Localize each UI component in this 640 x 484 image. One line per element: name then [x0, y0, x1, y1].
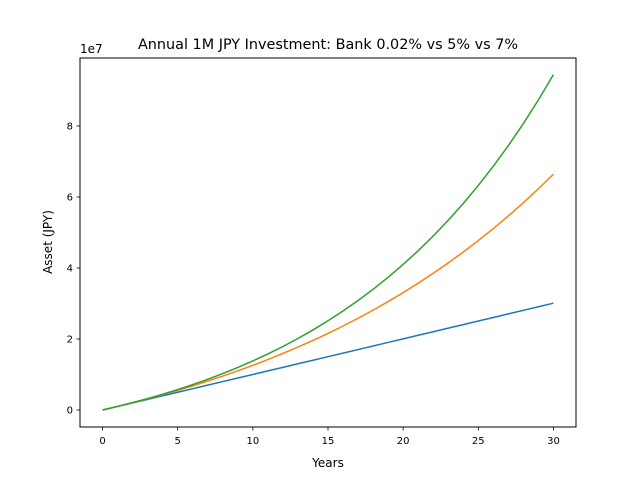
y-tick-label: 4: [67, 263, 73, 274]
x-tick-label: 15: [322, 436, 335, 447]
x-axis-label: Years: [311, 456, 344, 470]
series-line-0: [102, 302, 554, 411]
y-tick-label: 0: [67, 405, 73, 416]
y-axis: 0 2 4 6 8: [67, 121, 80, 416]
x-tick-label: 25: [472, 436, 485, 447]
chart-title: Annual 1M JPY Investment: Bank 0.02% vs …: [138, 37, 518, 53]
plot-area: [102, 74, 555, 411]
x-tick-label: 0: [99, 436, 105, 447]
series-line-2: [102, 74, 555, 411]
x-tick-label: 30: [547, 436, 560, 447]
y-tick-label: 6: [67, 192, 73, 203]
y-tick-label: 2: [67, 334, 73, 345]
x-axis: 0 5 10 15 20 25 30: [99, 427, 560, 447]
y-offset-label: 1e7: [80, 42, 103, 56]
y-tick-label: 8: [67, 121, 73, 132]
x-tick-label: 20: [397, 436, 410, 447]
series-line-1: [102, 173, 554, 411]
x-tick-label: 10: [246, 436, 259, 447]
y-axis-label: Asset (JPY): [41, 210, 55, 274]
x-tick-label: 5: [175, 436, 181, 447]
